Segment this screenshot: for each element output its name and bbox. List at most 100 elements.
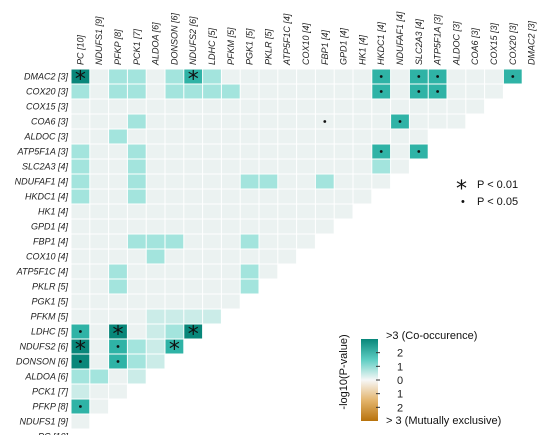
heatmap-cell xyxy=(391,99,409,114)
heatmap-cell xyxy=(240,99,259,114)
heatmap-cell xyxy=(353,84,372,99)
colorbar-tick-label: 2 xyxy=(397,348,403,360)
heatmap-cell xyxy=(127,339,146,354)
heatmap-cell xyxy=(90,249,109,264)
heatmap-cell xyxy=(90,99,109,114)
heatmap-cell xyxy=(334,159,353,174)
column-label: PFKM [5] xyxy=(226,27,236,65)
column-label: PC [10] xyxy=(75,34,85,65)
heatmap-cell xyxy=(109,279,127,294)
heatmap-cell xyxy=(353,69,372,84)
heatmap-cell xyxy=(184,219,203,234)
column-label: PGK1 [5] xyxy=(245,28,255,65)
significance-dot xyxy=(379,150,383,153)
heatmap-cell xyxy=(221,264,240,279)
heatmap-cell xyxy=(334,144,353,159)
significance-dot xyxy=(417,150,421,153)
column-label: LDHC [5] xyxy=(207,27,217,65)
heatmap-cell xyxy=(203,279,221,294)
heatmap-cell xyxy=(315,99,334,114)
heatmap-cell xyxy=(165,219,184,234)
heatmap-cell xyxy=(315,84,334,99)
heatmap-cell xyxy=(372,159,391,174)
column-label: GPD1 [4] xyxy=(339,27,349,65)
heatmap-cell xyxy=(240,114,259,129)
heatmap-cell xyxy=(146,129,165,144)
heatmap-cell xyxy=(240,279,259,294)
heatmap-cell xyxy=(297,174,315,189)
heatmap-cell xyxy=(391,84,409,99)
heatmap-cell xyxy=(315,129,334,144)
row-label: NDUFAF1 [4] xyxy=(15,177,69,187)
heatmap-cell xyxy=(71,99,90,114)
heatmap-cell xyxy=(71,174,90,189)
heatmap-cell xyxy=(109,84,127,99)
heatmap-cell xyxy=(334,174,353,189)
heatmap-cell xyxy=(315,144,334,159)
heatmap-cell xyxy=(90,204,109,219)
heatmap-cell xyxy=(90,384,109,399)
heatmap-cell xyxy=(184,84,203,99)
colorbar-tick-label: 2 xyxy=(397,402,403,414)
heatmap-cell xyxy=(278,249,297,264)
heatmap-cell xyxy=(90,129,109,144)
heatmap-cell xyxy=(71,249,90,264)
column-label: ATP5F1C [4] xyxy=(282,13,292,66)
heatmap-cell xyxy=(259,264,278,279)
row-label: DMAC2 [3] xyxy=(24,72,69,82)
row-labels: DMAC2 [3] COX20 [3] COX15 [3] COA6 [3] ALDOC… xyxy=(15,72,69,435)
heatmap-cell xyxy=(71,144,90,159)
heatmap-cell xyxy=(90,369,109,384)
heatmap-cell xyxy=(428,99,447,114)
significance-dot xyxy=(116,345,120,348)
row-label: COA6 [3] xyxy=(31,117,69,127)
heatmap-cell xyxy=(165,324,184,339)
heatmap-cell xyxy=(447,99,466,114)
heatmap-cell xyxy=(71,294,90,309)
significance-dot xyxy=(79,360,82,363)
column-label: COX10 [4] xyxy=(301,22,311,65)
heatmap-cell xyxy=(259,219,278,234)
heatmap-cell xyxy=(221,174,240,189)
heatmap-cell xyxy=(109,309,127,324)
heatmap-cell xyxy=(90,219,109,234)
heatmap-cell xyxy=(259,159,278,174)
heatmap-cell xyxy=(278,159,297,174)
row-label: GPD1 [4] xyxy=(31,222,69,232)
heatmap-cell xyxy=(297,114,315,129)
heatmap-cell xyxy=(259,174,278,189)
heatmap-cell xyxy=(71,114,90,129)
heatmap-cell xyxy=(221,99,240,114)
heatmap-cell xyxy=(240,129,259,144)
heatmap-cell xyxy=(90,324,109,339)
heatmap-cell xyxy=(165,99,184,114)
heatmap-cell xyxy=(203,174,221,189)
heatmap-cell xyxy=(90,159,109,174)
row-label: ATP5F1A [3] xyxy=(16,147,68,157)
row-label: NDUFS2 [6] xyxy=(19,342,68,352)
column-label: ALDOA [6] xyxy=(151,22,161,66)
heatmap-cell xyxy=(146,339,165,354)
heatmap-cell xyxy=(127,84,146,99)
heatmap-cell xyxy=(146,144,165,159)
heatmap-cell xyxy=(221,159,240,174)
heatmap-cell xyxy=(184,249,203,264)
heatmap-cell xyxy=(146,279,165,294)
heatmap-cell xyxy=(165,294,184,309)
colorbar-tick-label: 1 xyxy=(397,361,403,373)
heatmap-cell xyxy=(203,189,221,204)
heatmap-cell xyxy=(71,264,90,279)
heatmap-cell xyxy=(315,204,334,219)
heatmap-cell xyxy=(353,129,372,144)
heatmap-cell xyxy=(315,189,334,204)
colorbar-tick-label: 0 xyxy=(397,375,403,387)
column-labels: PC [10] NDUFS1 [9] PFKP [8] PCK1 [7] ALDOA [… xyxy=(75,11,536,66)
heatmap-cell xyxy=(146,174,165,189)
heatmap-cell xyxy=(184,204,203,219)
heatmap-cell xyxy=(71,339,90,354)
heatmap-cell xyxy=(372,99,391,114)
heatmap-cell xyxy=(127,129,146,144)
heatmap-cell xyxy=(165,84,184,99)
heatmap-cell xyxy=(353,174,372,189)
heatmap-cell xyxy=(71,204,90,219)
